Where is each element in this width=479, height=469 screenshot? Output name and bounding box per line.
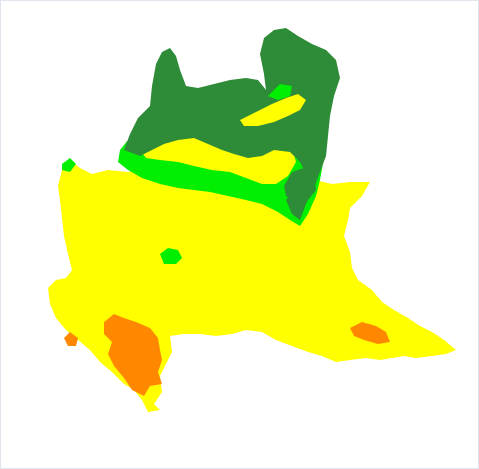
zone-hotspot-west[interactable] bbox=[64, 332, 78, 346]
zone-green-spot[interactable] bbox=[160, 248, 182, 264]
zone-alpine-valley[interactable] bbox=[240, 94, 306, 126]
zone-valley-yellow[interactable] bbox=[140, 130, 296, 184]
zone-green-west[interactable] bbox=[62, 158, 76, 172]
zone-alpine-green[interactable] bbox=[268, 84, 292, 100]
zone-hotspot-south[interactable] bbox=[104, 314, 162, 396]
zone-hotspot-east[interactable] bbox=[350, 322, 390, 344]
zone-alps[interactable] bbox=[124, 28, 340, 220]
zone-alpine-round[interactable] bbox=[284, 168, 316, 202]
